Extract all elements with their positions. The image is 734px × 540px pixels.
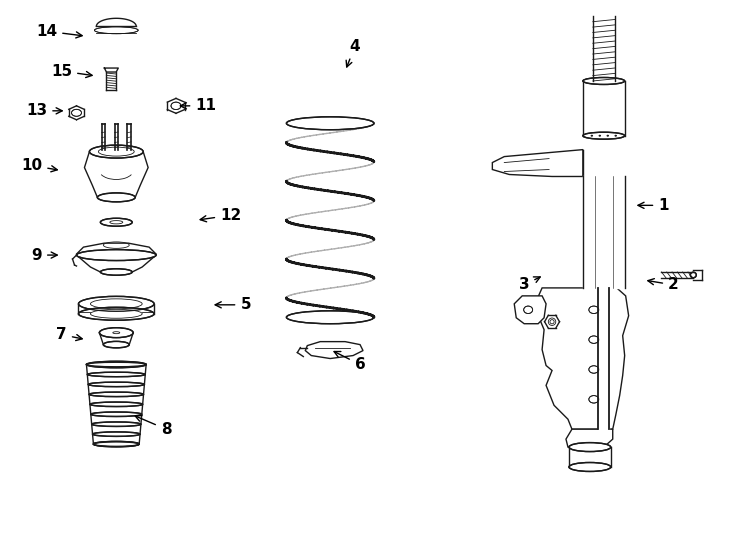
Polygon shape bbox=[87, 364, 146, 444]
Ellipse shape bbox=[589, 366, 599, 373]
Polygon shape bbox=[534, 288, 628, 429]
Ellipse shape bbox=[76, 249, 156, 260]
Ellipse shape bbox=[569, 462, 611, 471]
Ellipse shape bbox=[548, 318, 556, 326]
Ellipse shape bbox=[101, 269, 132, 275]
Ellipse shape bbox=[599, 135, 600, 136]
Ellipse shape bbox=[92, 422, 141, 427]
Text: 9: 9 bbox=[32, 247, 57, 262]
Ellipse shape bbox=[286, 117, 374, 130]
Ellipse shape bbox=[71, 109, 81, 116]
Text: 11: 11 bbox=[181, 98, 217, 113]
Ellipse shape bbox=[589, 336, 599, 343]
Ellipse shape bbox=[615, 135, 617, 136]
Ellipse shape bbox=[99, 328, 133, 338]
Ellipse shape bbox=[92, 432, 140, 436]
Polygon shape bbox=[661, 272, 694, 278]
Ellipse shape bbox=[93, 442, 139, 447]
Ellipse shape bbox=[89, 392, 144, 396]
Ellipse shape bbox=[589, 306, 599, 314]
Text: 6: 6 bbox=[334, 352, 366, 372]
Polygon shape bbox=[76, 255, 156, 272]
Text: 2: 2 bbox=[648, 278, 679, 293]
Ellipse shape bbox=[583, 132, 625, 139]
Polygon shape bbox=[583, 177, 625, 288]
Ellipse shape bbox=[591, 135, 592, 136]
Polygon shape bbox=[128, 124, 131, 150]
Text: 13: 13 bbox=[26, 103, 62, 118]
Ellipse shape bbox=[589, 396, 599, 403]
Text: 7: 7 bbox=[57, 327, 82, 342]
Ellipse shape bbox=[98, 193, 135, 202]
Text: 4: 4 bbox=[346, 39, 360, 67]
Polygon shape bbox=[96, 18, 137, 26]
Ellipse shape bbox=[87, 372, 145, 377]
Text: 8: 8 bbox=[135, 416, 171, 437]
Ellipse shape bbox=[91, 412, 142, 416]
Ellipse shape bbox=[101, 218, 132, 226]
Text: 10: 10 bbox=[21, 158, 57, 173]
Ellipse shape bbox=[93, 441, 139, 447]
Ellipse shape bbox=[583, 78, 625, 84]
Ellipse shape bbox=[87, 361, 146, 368]
Ellipse shape bbox=[286, 311, 374, 323]
Polygon shape bbox=[583, 81, 625, 136]
Polygon shape bbox=[76, 243, 156, 254]
Text: 1: 1 bbox=[638, 198, 669, 213]
Ellipse shape bbox=[90, 402, 142, 407]
Ellipse shape bbox=[569, 443, 611, 451]
Text: 5: 5 bbox=[215, 298, 251, 312]
Text: 3: 3 bbox=[519, 277, 540, 293]
Polygon shape bbox=[115, 124, 118, 150]
Ellipse shape bbox=[88, 382, 145, 387]
Polygon shape bbox=[694, 269, 702, 280]
Ellipse shape bbox=[103, 341, 129, 348]
Ellipse shape bbox=[523, 306, 533, 314]
Ellipse shape bbox=[607, 135, 608, 136]
Ellipse shape bbox=[171, 102, 181, 110]
Polygon shape bbox=[106, 72, 116, 90]
Polygon shape bbox=[101, 124, 105, 150]
Polygon shape bbox=[515, 296, 546, 323]
Ellipse shape bbox=[691, 272, 697, 278]
Polygon shape bbox=[84, 152, 148, 198]
Ellipse shape bbox=[95, 27, 138, 33]
Ellipse shape bbox=[90, 145, 143, 158]
Ellipse shape bbox=[79, 296, 154, 311]
Text: 12: 12 bbox=[200, 208, 241, 223]
Polygon shape bbox=[598, 288, 609, 429]
Polygon shape bbox=[305, 342, 363, 359]
Polygon shape bbox=[104, 68, 118, 72]
Polygon shape bbox=[493, 150, 583, 177]
Ellipse shape bbox=[79, 307, 154, 320]
Text: 14: 14 bbox=[36, 24, 82, 39]
Polygon shape bbox=[566, 429, 613, 447]
Polygon shape bbox=[593, 16, 614, 81]
Ellipse shape bbox=[87, 362, 146, 367]
Text: 15: 15 bbox=[51, 64, 92, 78]
